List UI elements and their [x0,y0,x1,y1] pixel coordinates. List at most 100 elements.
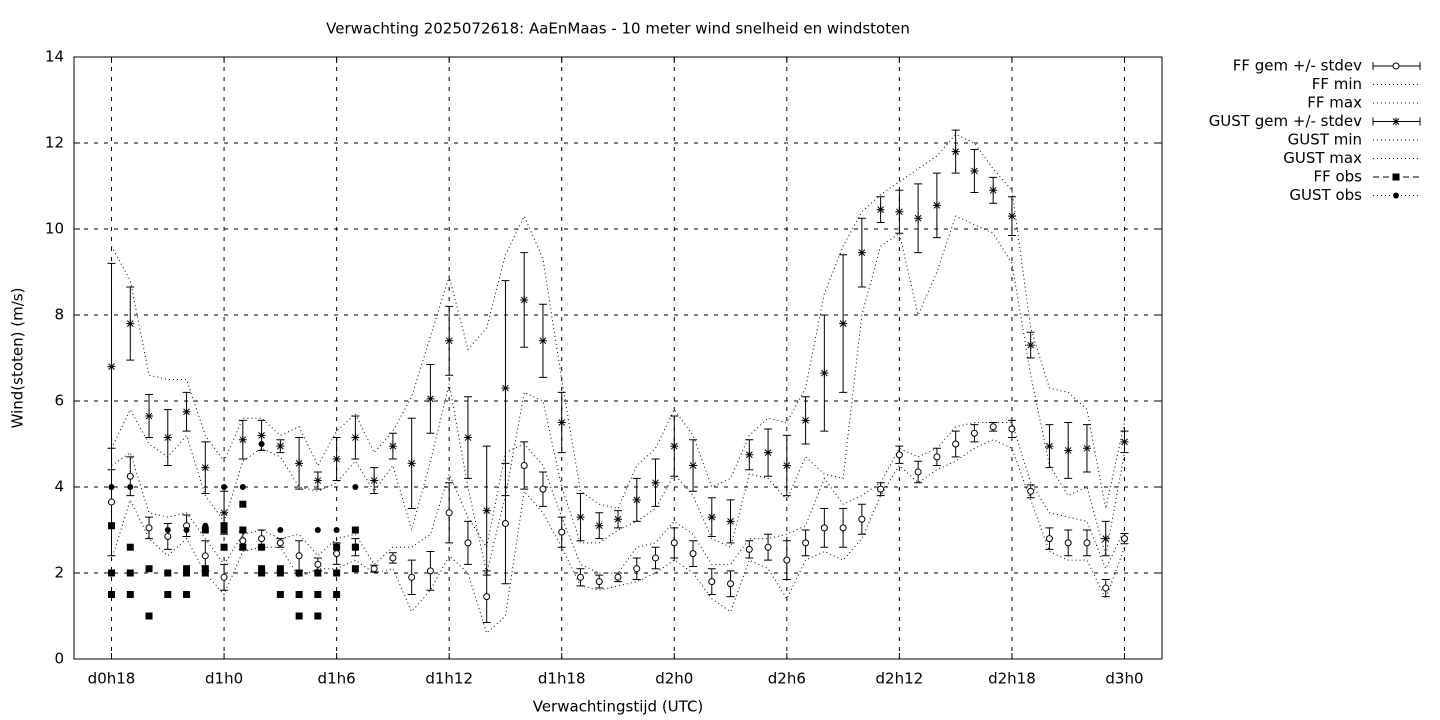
data-point [820,369,829,378]
data-point [745,545,753,553]
data-point [370,565,378,573]
data-point [952,440,960,448]
data-point [970,166,979,175]
data-point [914,468,922,476]
obs-point [239,543,247,551]
y-tick-label: 2 [54,564,64,582]
obs-point [295,612,303,620]
data-point [857,248,866,257]
data-point [1083,539,1091,547]
data-point [895,207,904,216]
data-point [689,550,697,558]
data-point [182,407,191,416]
data-point [257,431,266,440]
obs-point [258,565,266,573]
obs-point [164,591,172,598]
data-point [445,336,454,345]
data-point [126,472,134,480]
x-tick-label: d1h18 [538,670,586,688]
y-tick-label: 12 [45,134,64,152]
obs-point [351,526,359,534]
data-point [727,580,735,588]
obs-point [202,527,209,533]
obs-point [276,591,284,598]
data-point [989,186,998,195]
data-point [464,539,472,547]
legend-marker [1392,173,1400,181]
data-point [764,543,772,551]
data-point [745,450,754,459]
obs-point [333,570,340,576]
obs-point [239,484,246,490]
obs-point [108,522,116,530]
obs-point [314,527,321,533]
data-point [1008,425,1016,433]
data-point [370,476,379,485]
obs-point [258,543,266,551]
data-point [1082,444,1091,453]
obs-point [277,527,284,533]
data-point [839,319,848,328]
obs-point [202,522,209,529]
legend-label: GUST min [1288,131,1362,149]
x-tick-label: d3h0 [1105,670,1143,688]
legend-label: GUST obs [1289,186,1362,204]
x-tick-label: d2h0 [655,670,693,688]
data-point [1026,341,1035,350]
x-tick-label: d0h18 [88,670,136,688]
data-point [1101,534,1110,543]
data-point [783,556,791,564]
legend-label: FF obs [1313,168,1362,186]
obs-point [276,565,284,573]
legend-marker [1392,117,1400,126]
data-point [726,517,735,526]
data-point [670,539,678,547]
obs-point [183,569,191,577]
data-point [220,508,229,517]
obs-point [145,612,153,620]
obs-point [164,527,171,533]
obs-point [183,527,190,533]
data-point [238,435,247,444]
data-point [557,418,566,427]
obs-point [220,543,228,551]
data-point [501,520,509,528]
y-axis-label: Wind(stoten) (m/s) [9,288,27,429]
x-tick-label: d1h12 [425,670,473,688]
series-line [111,422,1125,574]
data-point [276,539,284,547]
y-tick-label: 14 [45,48,64,66]
obs-point [276,569,284,577]
data-point [820,524,828,532]
data-point [895,451,903,459]
data-point [858,515,866,523]
data-point [876,205,885,214]
data-point [877,485,885,493]
data-point [932,201,941,210]
data-point [1120,535,1128,543]
data-point [801,416,810,425]
data-point [651,478,660,487]
obs-point [108,484,115,490]
x-tick-label: d2h12 [876,670,924,688]
data-point [164,532,172,540]
obs-point [314,591,322,598]
legend-marker [1393,192,1399,199]
data-point [163,433,172,442]
data-point [276,442,285,451]
obs-point [239,526,247,534]
y-tick-label: 4 [54,478,64,496]
obs-point [314,570,321,576]
obs-point [314,612,322,620]
obs-point [296,570,303,576]
data-point [520,295,529,304]
obs-point [126,543,134,551]
obs-point [221,484,228,490]
data-point [914,214,923,223]
data-point [407,459,416,468]
legend-label: FF gem +/- stdev [1233,57,1362,75]
x-tick-label: d1h0 [205,670,243,688]
data-point [670,442,679,451]
obs-point [201,569,209,577]
data-point [689,461,698,470]
